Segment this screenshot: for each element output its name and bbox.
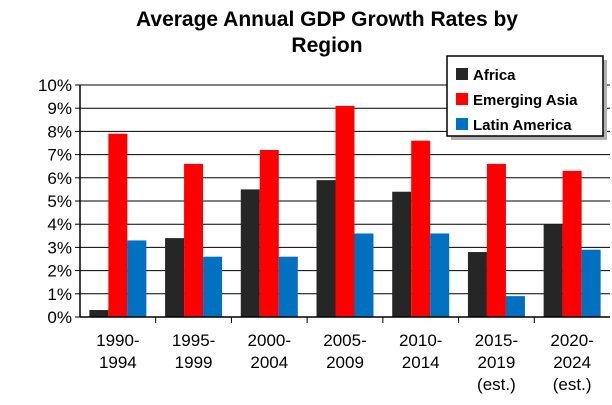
y-tick-label: 4% bbox=[47, 215, 72, 234]
axes bbox=[79, 85, 610, 318]
bar bbox=[354, 233, 374, 317]
legend-swatch bbox=[456, 118, 468, 130]
chart-title-line-2: Region bbox=[291, 34, 362, 57]
y-tick-label: 7% bbox=[47, 146, 72, 165]
x-category-label-line: (est.) bbox=[553, 375, 592, 394]
legend-swatch bbox=[456, 93, 468, 105]
x-category-label: 2010- 2014 bbox=[399, 331, 442, 372]
x-category-label-line: 2014 bbox=[402, 353, 440, 372]
x-category-label: 2015- 2019 (est.) bbox=[475, 331, 518, 394]
x-category-label-line: (est.) bbox=[477, 375, 516, 394]
x-category-label-line: 1994 bbox=[99, 353, 137, 372]
bar bbox=[278, 256, 298, 317]
bar bbox=[89, 310, 109, 317]
legend: Africa Emerging Asia Latin America bbox=[446, 55, 607, 140]
x-category-label-line: 2000- bbox=[248, 331, 291, 350]
y-tick-label: 0% bbox=[47, 308, 72, 327]
x-category-label-line: 2009 bbox=[326, 353, 364, 372]
x-category-label-line: 1999 bbox=[175, 353, 213, 372]
chart-title-line-1: Average Annual GDP Growth Rates by bbox=[136, 8, 518, 31]
bars bbox=[89, 105, 601, 317]
bar bbox=[335, 105, 355, 317]
x-category-label: 2005- 2009 bbox=[323, 331, 366, 372]
y-tick-label: 3% bbox=[47, 238, 72, 257]
x-category-label: 2020- 2024 (est.) bbox=[550, 331, 593, 394]
y-tick-label: 10% bbox=[38, 76, 72, 95]
x-category-label-line: 2004 bbox=[250, 353, 288, 372]
bar bbox=[108, 133, 128, 317]
bar bbox=[411, 140, 431, 317]
x-category-label: 1990- 1994 bbox=[96, 331, 139, 372]
bar bbox=[581, 249, 601, 317]
y-tick-label: 6% bbox=[47, 169, 72, 188]
x-category-label-line: 2015- bbox=[475, 331, 518, 350]
bar bbox=[127, 240, 147, 317]
legend-swatch bbox=[456, 68, 468, 80]
bar bbox=[316, 180, 336, 317]
x-category-label-line: 1995- bbox=[172, 331, 215, 350]
x-category-label-line: 1990- bbox=[96, 331, 139, 350]
x-axis-categories: 1990- 1994 1995- 1999 2000- 2004 2005- 2009 2010… bbox=[96, 317, 594, 394]
legend-label: Emerging Asia bbox=[473, 92, 578, 109]
bar bbox=[184, 163, 204, 317]
bar bbox=[240, 189, 260, 317]
y-tick-label: 1% bbox=[47, 285, 72, 304]
y-tick-label: 5% bbox=[47, 192, 72, 211]
x-category-label-line: 2020- bbox=[550, 331, 593, 350]
x-category-label: 2000- 2004 bbox=[248, 331, 291, 372]
legend-box bbox=[446, 55, 604, 137]
x-category-label-line: 2010- bbox=[399, 331, 442, 350]
x-category-label-line: 2024 bbox=[553, 353, 591, 372]
x-category-label-line: 2005- bbox=[323, 331, 366, 350]
legend-label: Latin America bbox=[473, 117, 572, 134]
legend-label: Africa bbox=[473, 67, 516, 84]
bar bbox=[165, 238, 185, 317]
y-tick-label: 2% bbox=[47, 262, 72, 281]
bar bbox=[543, 224, 563, 317]
bar bbox=[467, 252, 487, 317]
y-axis-ticks: 0% 1% 2% 3% 4% 5% 6% 7% 8% 9% 10% bbox=[38, 76, 80, 327]
bar bbox=[562, 170, 582, 317]
x-category-label: 1995- 1999 bbox=[172, 331, 215, 372]
bar bbox=[430, 233, 450, 317]
x-category-label-line: 2019 bbox=[478, 353, 516, 372]
bar bbox=[259, 149, 279, 317]
bar bbox=[486, 163, 506, 317]
bar bbox=[505, 296, 525, 317]
y-tick-label: 9% bbox=[47, 99, 72, 118]
bar bbox=[392, 191, 412, 317]
bar bbox=[203, 256, 223, 317]
y-tick-label: 8% bbox=[47, 122, 72, 141]
